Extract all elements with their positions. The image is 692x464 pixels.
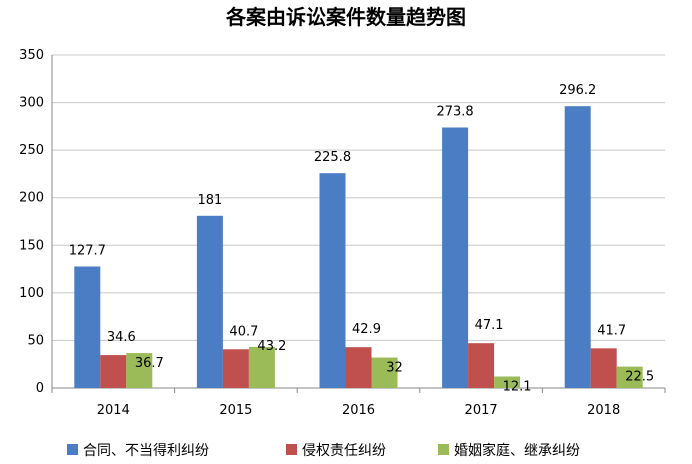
data-label: 225.8 [314, 150, 351, 165]
legend-swatch [438, 444, 449, 455]
gridlines [52, 54, 665, 389]
data-label: 43.2 [257, 339, 286, 354]
bars [74, 106, 643, 389]
bar [319, 173, 346, 388]
data-label: 36.7 [135, 356, 164, 371]
data-label: 41.7 [597, 323, 626, 338]
bar [564, 106, 591, 388]
legend-swatch [286, 444, 297, 455]
x-tick-label: 2014 [97, 403, 130, 418]
y-tick-label: 250 [19, 143, 44, 158]
bar [222, 349, 249, 388]
bar [468, 343, 495, 388]
bar [100, 355, 127, 388]
legend-swatch [67, 444, 78, 455]
y-tick-label: 350 [19, 48, 44, 63]
bar [616, 366, 643, 388]
data-label: 22.5 [625, 370, 654, 385]
data-label: 127.7 [69, 244, 106, 259]
bar [442, 127, 469, 389]
data-labels: 127.7 34.6 36.7 181 40.743.2 225.8 42.9 32 273.8… [69, 83, 654, 394]
data-label: 42.9 [352, 322, 381, 337]
bar [196, 215, 223, 388]
y-tick-label: 50 [27, 333, 44, 348]
data-label: 40.7 [229, 324, 258, 339]
data-label: 32 [386, 361, 403, 376]
y-tick-label: 300 [19, 96, 44, 111]
bar [590, 348, 617, 388]
legend: 合同、不当得利纠纷 侵权责任纠纷 婚姻家庭、继承纠纷 [67, 442, 580, 459]
x-tick-label: 2017 [465, 403, 498, 418]
bar [248, 346, 275, 388]
chart-title: 各案由诉讼案件数量趋势图 [225, 5, 466, 29]
x-tick-label: 2016 [342, 403, 375, 418]
bar [345, 347, 372, 388]
bar [126, 353, 153, 388]
y-tick-label: 150 [19, 238, 44, 253]
x-axis: 2014 2015 2016 2017 2018 [51, 388, 666, 418]
y-tick-label: 200 [19, 191, 44, 206]
legend-label: 婚姻家庭、继承纠纷 [454, 442, 580, 459]
data-label: 181 [197, 193, 222, 208]
bar [494, 376, 521, 388]
x-tick-label: 2018 [587, 403, 620, 418]
data-label: 296.2 [559, 83, 596, 98]
data-label: 273.8 [436, 104, 473, 119]
data-label: 12.1 [503, 379, 532, 394]
y-tick-label: 0 [36, 381, 44, 396]
legend-label: 合同、不当得利纠纷 [83, 442, 209, 459]
x-tick-label: 2015 [219, 403, 252, 418]
y-tick-label: 100 [19, 286, 44, 301]
data-label: 34.6 [107, 330, 136, 345]
legend-label: 侵权责任纠纷 [302, 442, 386, 459]
bar [74, 266, 101, 388]
data-label: 47.1 [475, 318, 504, 333]
bar [371, 357, 398, 388]
